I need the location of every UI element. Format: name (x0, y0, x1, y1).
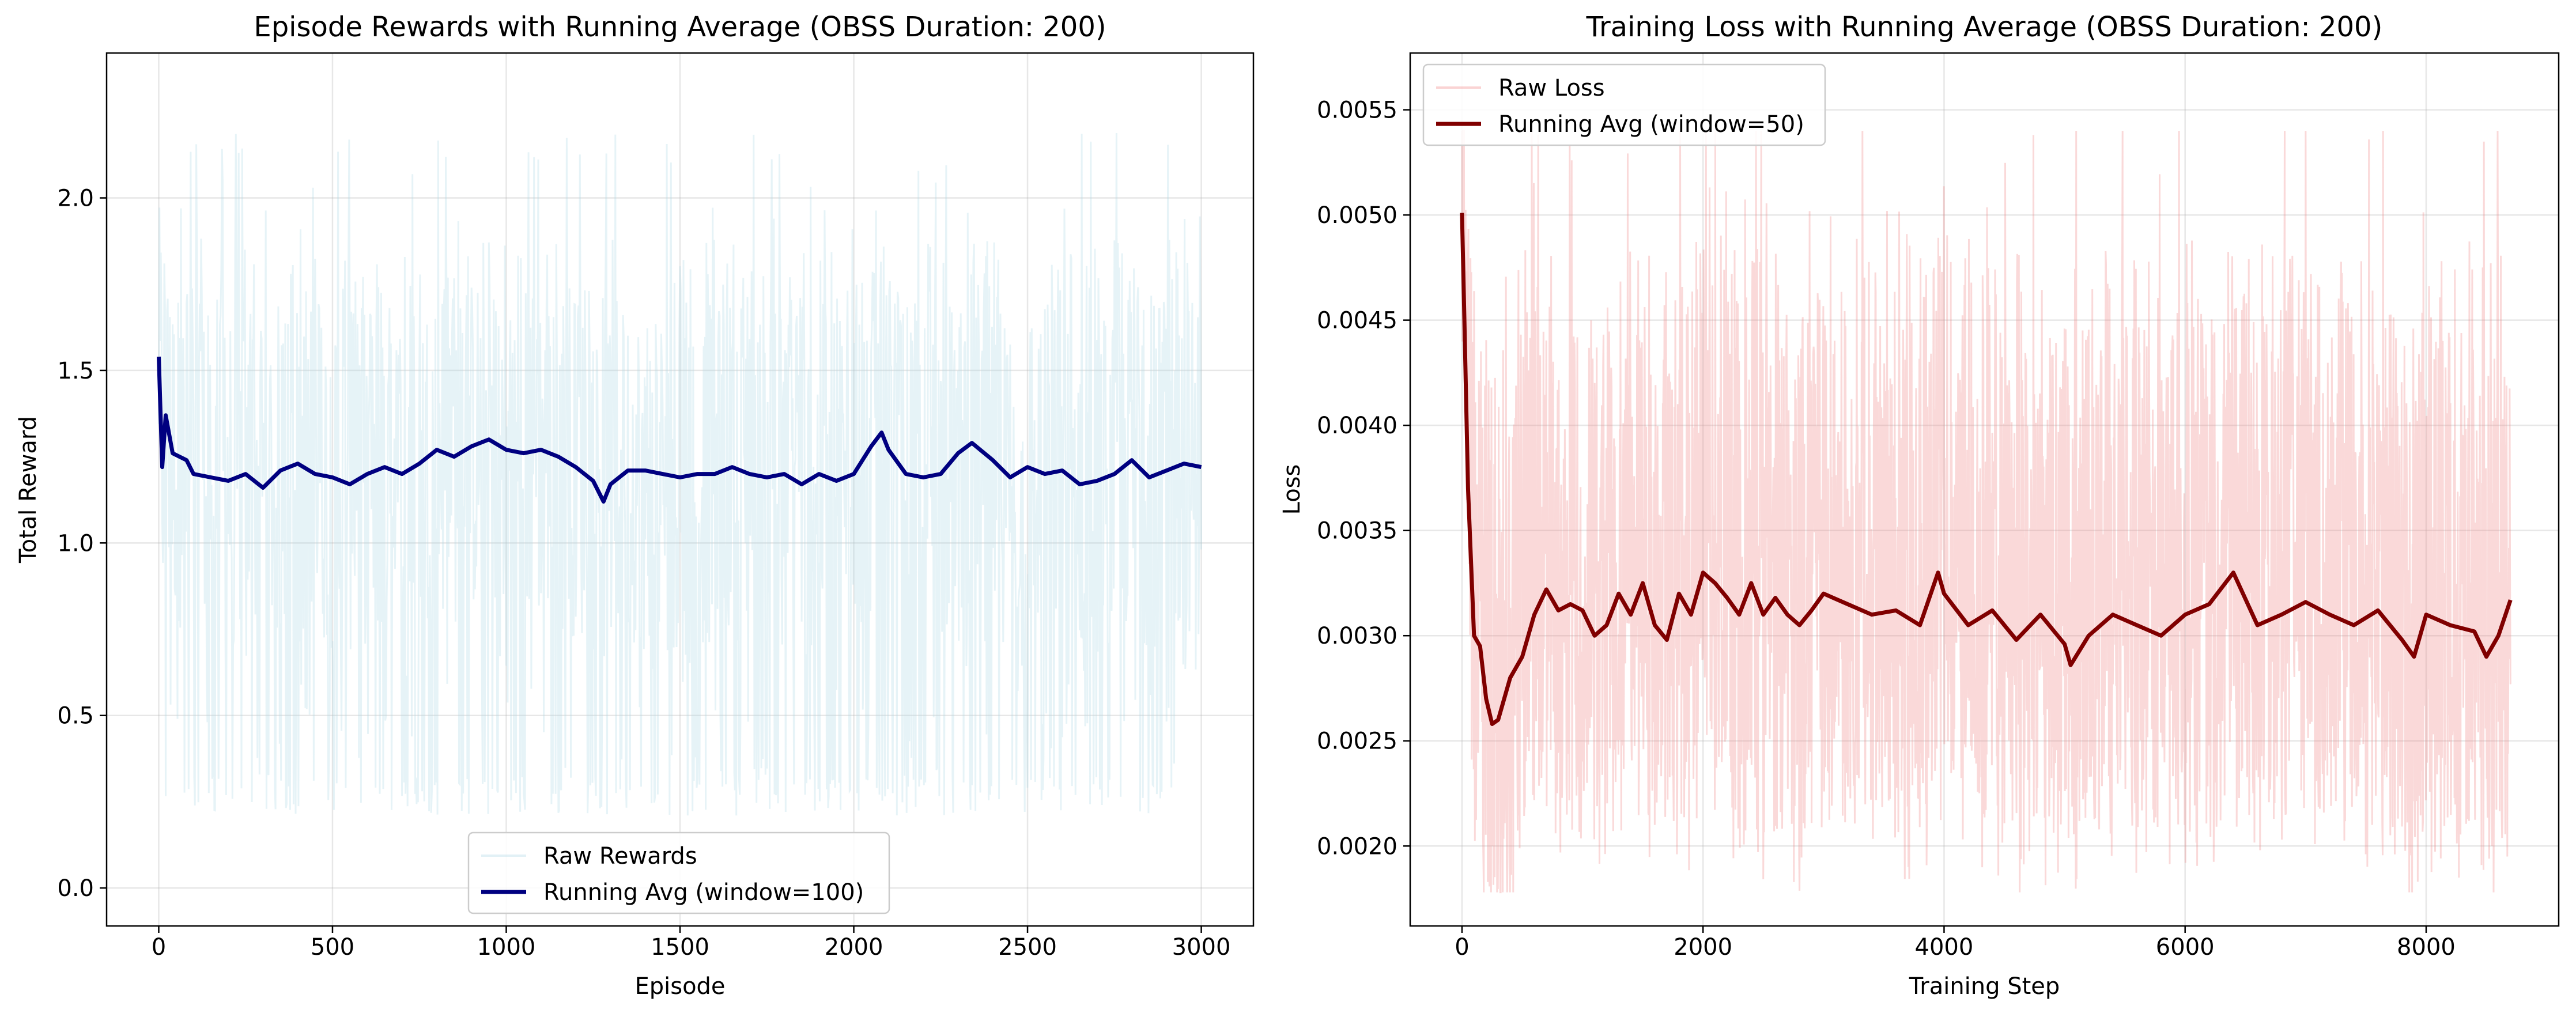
axes-frame (1409, 52, 2560, 927)
y-tick-label: 0.0030 (1317, 623, 1397, 649)
y-axis-label: Loss (1279, 464, 1305, 515)
y-tick-label: 0.0045 (1317, 308, 1397, 334)
y-tick-label: 0.0055 (1317, 97, 1397, 124)
chart-title: Episode Rewards with Running Average (OB… (254, 11, 1106, 43)
legend-box (467, 831, 890, 914)
x-tick-label: 2000 (1674, 934, 1732, 961)
chart-2: 0 2000 4000 6000 8000 0.0020 0.0025 0.0030 0.003… (1279, 11, 2560, 1000)
x-tick-label: 6000 (2156, 934, 2215, 961)
x-tick-label: 1000 (477, 934, 536, 961)
legend-label: Raw Loss (1498, 75, 1605, 101)
y-tick-label: 2.0 (57, 186, 94, 212)
chart-1: 0 500 1000 1500 2000 2500 3000 0.0 0.5 1.0 1.5 2.0 E… (15, 11, 1255, 1000)
x-tick-label: 0 (1455, 934, 1469, 961)
x-axis-label: Training Step (1909, 973, 2060, 1000)
y-tick-label: 0.0020 (1317, 833, 1397, 860)
plot-area (157, 133, 1202, 816)
legend-box (1422, 63, 1826, 146)
x-tick-label: 8000 (2397, 934, 2456, 961)
x-tick-label: 500 (311, 934, 354, 961)
y-tick-label: 0.0035 (1317, 518, 1397, 545)
y-tick-label: 0.0050 (1317, 202, 1397, 229)
plot-area (1460, 130, 2513, 894)
x-tick-label: 1500 (651, 934, 709, 961)
series-raw-line (158, 133, 1202, 816)
x-tick-label: 2500 (998, 934, 1057, 961)
y-tick-label: 1.0 (57, 530, 94, 557)
y-axis-label: Total Reward (15, 416, 41, 564)
x-tick-label: 3000 (1172, 934, 1231, 961)
y-tick-label: 1.5 (57, 358, 94, 384)
y-tick-label: 0.0 (57, 875, 94, 902)
legend: Raw Loss Running Avg (window=50) (1422, 63, 1826, 146)
y-tick-label: 0.5 (57, 703, 94, 729)
y-tick-label: 0.0025 (1317, 728, 1397, 755)
x-tick-label: 0 (152, 934, 166, 961)
series-raw-line (1461, 130, 2511, 894)
series-running-avg-line (1460, 213, 2513, 726)
legend-label: Raw Rewards (543, 843, 697, 869)
legend-label: Running Avg (window=50) (1498, 111, 1804, 138)
x-tick-label: 4000 (1915, 934, 1974, 961)
legend-label: Running Avg (window=100) (543, 879, 864, 906)
x-axis-label: Episode (634, 973, 725, 1000)
legend: Raw Rewards Running Avg (window=100) (467, 831, 890, 914)
x-tick-label: 2000 (825, 934, 883, 961)
chart-title: Training Loss with Running Average (OBSS… (1586, 11, 2383, 43)
series-running-avg-line (157, 356, 1202, 504)
y-tick-label: 0.0040 (1317, 413, 1397, 439)
